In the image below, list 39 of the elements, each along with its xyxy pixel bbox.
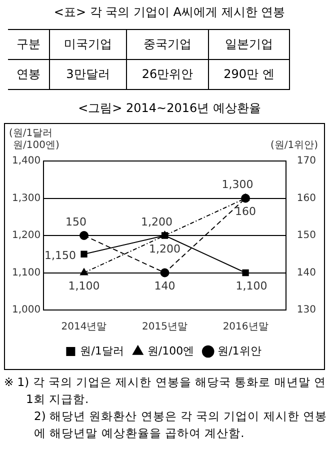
text: 연봉: [8, 60, 50, 90]
y-axis-title: (원/1달러 원/100엔): [9, 128, 60, 152]
data-label: 1,100: [68, 280, 100, 293]
category-label: 중국기업: [126, 30, 208, 60]
category-label: 일본기업: [208, 30, 290, 60]
text: 290만 엔: [208, 60, 290, 90]
text: <표> 각 국의 기업이 A씨에게 제시한 연봉: [52, 4, 286, 21]
y2-tick-label: 170: [296, 156, 316, 167]
y-tick-label: 1,400: [12, 156, 41, 167]
y-tick-label: 1,100: [12, 267, 41, 278]
y-tick-label: 1,000: [12, 304, 41, 316]
y-tick-label: 1,200: [12, 230, 41, 242]
data-label: 1,100: [236, 280, 268, 293]
text: ※ 1) 각 국의 기업은 제시한 연봉을 해당국 통화로 매년말 연 1회 지급함.: [4, 374, 327, 408]
data-label: 1,200: [149, 242, 181, 256]
text: 2) 해당년 원화환산 연봉은 각 국의 기업이 제시한 연봉에 해당년말 예상환율을 곱하여 계산함.: [33, 408, 328, 442]
text: 3만달러: [49, 60, 127, 90]
y-tick-label: 1,300: [12, 192, 41, 204]
y2-tick-label: 130: [296, 304, 316, 316]
y2-tick-label: 160: [296, 192, 316, 204]
category-label: 미국기업: [49, 30, 127, 60]
data-label: 1,150: [44, 248, 76, 262]
text: 26만위안: [126, 60, 208, 90]
data-label: 160: [235, 205, 256, 218]
chart-title: <그림> 2014~2016년 예상환율: [77, 100, 262, 117]
y2-axis-title: (원/1위안): [270, 139, 318, 152]
x-tick-label: 2016년말: [222, 322, 268, 333]
y2-tick-label: 140: [296, 267, 316, 278]
legend-label: 원/1위안: [218, 344, 262, 358]
data-label: 1,300: [222, 178, 254, 192]
x-tick-label: 2015년말: [142, 322, 188, 333]
data-label: 150: [66, 215, 87, 228]
legend-label: 원/100엔: [147, 344, 194, 358]
category-label: 구분: [8, 30, 50, 60]
y2-tick-label: 150: [296, 230, 316, 242]
data-label: 140: [154, 280, 176, 293]
legend-label: 원/1달러: [80, 344, 124, 358]
x-tick-label: 2014년말: [61, 322, 107, 333]
data-label: 1,200: [141, 215, 173, 228]
